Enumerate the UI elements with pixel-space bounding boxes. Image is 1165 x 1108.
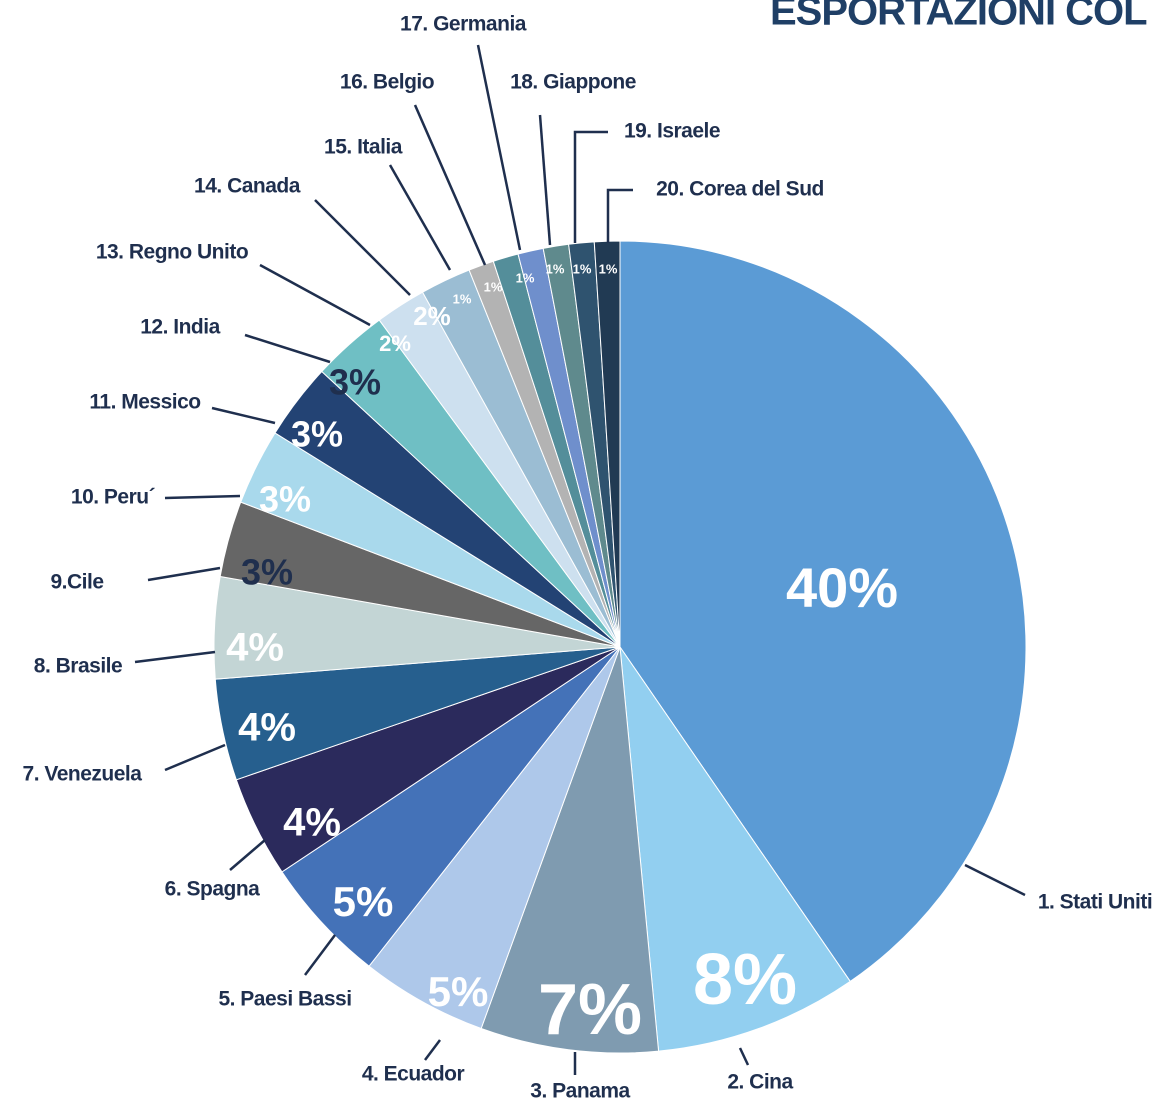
category-label: 19. Israele: [624, 120, 720, 143]
leader-line: [476, 44, 522, 251]
leader-line: [388, 164, 452, 271]
leader-line: [259, 263, 371, 327]
category-label: 4. Ecuador: [362, 1063, 465, 1086]
leader-line: [211, 406, 276, 425]
leader-line: [573, 130, 608, 243]
value-label: 4%: [238, 706, 296, 750]
category-label: 14. Canada: [194, 175, 301, 198]
category-label: 13. Regno Unito: [96, 241, 248, 264]
category-label: 2. Cina: [727, 1071, 793, 1094]
leader-line: [134, 650, 216, 664]
value-label: 1%: [516, 270, 535, 285]
value-label: 4%: [226, 626, 284, 670]
value-label: 2%: [379, 331, 411, 356]
category-label: 16. Belgio: [340, 71, 434, 94]
category-label: 3. Panama: [530, 1080, 630, 1103]
leader-line: [229, 839, 266, 871]
category-label: 17. Germania: [400, 13, 527, 36]
leader-line: [304, 934, 336, 976]
category-label: 20. Corea del Sud: [656, 178, 824, 201]
value-label: 40%: [786, 556, 898, 619]
value-label: 3%: [241, 552, 293, 593]
leader-line: [164, 743, 226, 772]
value-label: 1%: [484, 279, 503, 294]
category-label: 18. Giappone: [510, 71, 636, 94]
value-label: 4%: [283, 801, 341, 845]
value-label: 2%: [413, 301, 451, 331]
leader-line: [147, 566, 221, 582]
leader-line: [314, 199, 411, 296]
value-label: 3%: [329, 362, 381, 403]
value-label: 3%: [259, 479, 311, 520]
leader-line: [606, 188, 633, 243]
value-label: 5%: [428, 968, 489, 1015]
value-label: 5%: [333, 878, 394, 925]
leader-line: [738, 1047, 750, 1066]
leader-line: [244, 333, 331, 364]
value-label: 8%: [693, 940, 797, 1020]
value-label: 3%: [291, 414, 343, 455]
category-label: 6. Spagna: [165, 878, 261, 901]
category-label: 11. Messico: [89, 391, 200, 414]
value-label: 1%: [573, 261, 592, 276]
chart-title: ESPORTAZIONI COL: [770, 0, 1147, 34]
category-label: 5. Paesi Bassi: [218, 988, 351, 1011]
value-label: 1%: [546, 261, 565, 276]
value-label: 1%: [453, 291, 472, 306]
category-label: 12. India: [140, 316, 220, 339]
leader-line: [538, 114, 552, 246]
category-label: 8. Brasile: [34, 655, 122, 678]
leader-line: [424, 1039, 441, 1061]
category-label: 15. Italia: [324, 136, 403, 159]
category-label: 1. Stati Uniti: [1038, 891, 1152, 914]
value-label: 7%: [538, 970, 642, 1050]
pie-slice: [619, 645, 851, 1052]
pie-slice: [480, 646, 660, 1054]
leader-line: [413, 104, 487, 266]
leader-line: [964, 863, 1026, 897]
category-label: 10. Peru´: [71, 486, 156, 509]
value-label: 1%: [599, 261, 618, 276]
pie-slice: [619, 240, 1027, 983]
leader-line: [164, 494, 241, 500]
category-label: 7. Venezuela: [23, 763, 143, 786]
category-label: 9.Cile: [50, 571, 103, 594]
